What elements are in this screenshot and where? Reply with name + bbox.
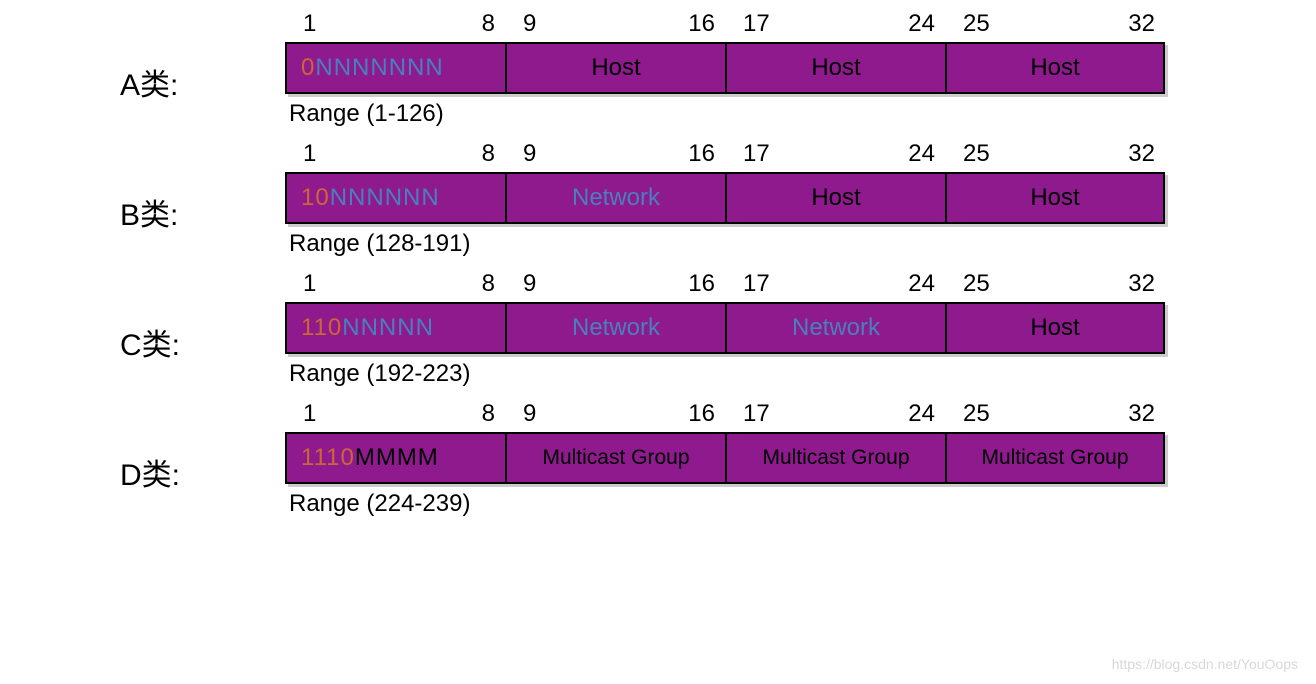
bit-start: 9 — [505, 10, 615, 38]
bit-start: 9 — [505, 140, 615, 168]
octet-multicast: Multicast Group — [945, 432, 1165, 484]
bit-end: 16 — [615, 10, 725, 38]
prefix-bits: 110 — [301, 314, 342, 341]
range-label: Range (192-223) — [285, 360, 1165, 388]
prefix-bits: 1110 — [301, 444, 355, 471]
bit-end: 16 — [615, 270, 725, 298]
octet-network: Network — [725, 302, 945, 354]
octet-host: Host — [725, 172, 945, 224]
bit-start: 25 — [945, 140, 1055, 168]
octet-host: Host — [945, 172, 1165, 224]
bit-end: 32 — [1055, 270, 1165, 298]
bit-end: 24 — [835, 140, 945, 168]
watermark-text: https://blog.csdn.net/YouOops — [1112, 656, 1298, 672]
bit-end: 8 — [395, 10, 505, 38]
bit-start: 17 — [725, 140, 835, 168]
prefix-bits: 10 — [301, 184, 330, 211]
bit-start: 1 — [285, 140, 395, 168]
bit-end: 24 — [835, 270, 945, 298]
octet-multicast: Multicast Group — [505, 432, 725, 484]
bit-start: 17 — [725, 400, 835, 428]
bit-markers: 1891617242532 — [285, 270, 1165, 298]
bit-end: 8 — [395, 270, 505, 298]
bit-start: 1 — [285, 270, 395, 298]
class-content: 18916172425320NNNNNNNHostHostHostRange (… — [285, 10, 1165, 128]
bit-end: 24 — [835, 10, 945, 38]
bit-end: 16 — [615, 400, 725, 428]
class-label: B类: — [120, 140, 285, 234]
class-label: C类: — [120, 270, 285, 364]
class-row: B类:189161724253210NNNNNNNetworkHostHostR… — [120, 140, 1165, 258]
class-label: A类: — [120, 10, 285, 104]
octet-row: 10NNNNNNNetworkHostHost — [285, 172, 1165, 224]
bit-start: 25 — [945, 10, 1055, 38]
bit-start: 1 — [285, 10, 395, 38]
octet-first: 10NNNNNN — [285, 172, 505, 224]
bit-end: 8 — [395, 140, 505, 168]
class-row: A类:18916172425320NNNNNNNHostHostHostRang… — [120, 10, 1165, 128]
class-row: D类:18916172425321110MMMMMulticast GroupM… — [120, 400, 1165, 518]
suffix-bits: NNNNNNN — [315, 54, 443, 81]
ip-class-diagram: A类:18916172425320NNNNNNNHostHostHostRang… — [120, 10, 1165, 530]
bit-end: 8 — [395, 400, 505, 428]
bit-end: 32 — [1055, 140, 1165, 168]
range-label: Range (224-239) — [285, 490, 1165, 518]
octet-first: 0NNNNNNN — [285, 42, 505, 94]
class-content: 189161724253210NNNNNNNetworkHostHostRang… — [285, 140, 1165, 258]
bit-markers: 1891617242532 — [285, 400, 1165, 428]
class-content: 18916172425321110MMMMMulticast GroupMult… — [285, 400, 1165, 518]
bit-start: 25 — [945, 270, 1055, 298]
suffix-bits: MMMM — [355, 444, 439, 471]
bit-end: 24 — [835, 400, 945, 428]
octet-row: 110NNNNNNetworkNetworkHost — [285, 302, 1165, 354]
octet-first: 1110MMMM — [285, 432, 505, 484]
bit-start: 9 — [505, 400, 615, 428]
octet-first: 110NNNNN — [285, 302, 505, 354]
bit-end: 32 — [1055, 400, 1165, 428]
bit-markers: 1891617242532 — [285, 10, 1165, 38]
octet-host: Host — [725, 42, 945, 94]
prefix-bits: 0 — [301, 54, 315, 81]
class-row: C类:1891617242532110NNNNNNetworkNetworkHo… — [120, 270, 1165, 388]
bit-markers: 1891617242532 — [285, 140, 1165, 168]
octet-host: Host — [505, 42, 725, 94]
bit-start: 17 — [725, 270, 835, 298]
bit-start: 9 — [505, 270, 615, 298]
bit-start: 1 — [285, 400, 395, 428]
range-label: Range (128-191) — [285, 230, 1165, 258]
bit-end: 32 — [1055, 10, 1165, 38]
class-label: D类: — [120, 400, 285, 494]
bit-end: 16 — [615, 140, 725, 168]
bit-start: 17 — [725, 10, 835, 38]
octet-host: Host — [945, 42, 1165, 94]
octet-host: Host — [945, 302, 1165, 354]
octet-row: 0NNNNNNNHostHostHost — [285, 42, 1165, 94]
octet-multicast: Multicast Group — [725, 432, 945, 484]
suffix-bits: NNNNN — [342, 314, 434, 341]
class-content: 1891617242532110NNNNNNetworkNetworkHostR… — [285, 270, 1165, 388]
suffix-bits: NNNNNN — [330, 184, 440, 211]
bit-start: 25 — [945, 400, 1055, 428]
octet-network: Network — [505, 172, 725, 224]
range-label: Range (1-126) — [285, 100, 1165, 128]
octet-row: 1110MMMMMulticast GroupMulticast GroupMu… — [285, 432, 1165, 484]
octet-network: Network — [505, 302, 725, 354]
